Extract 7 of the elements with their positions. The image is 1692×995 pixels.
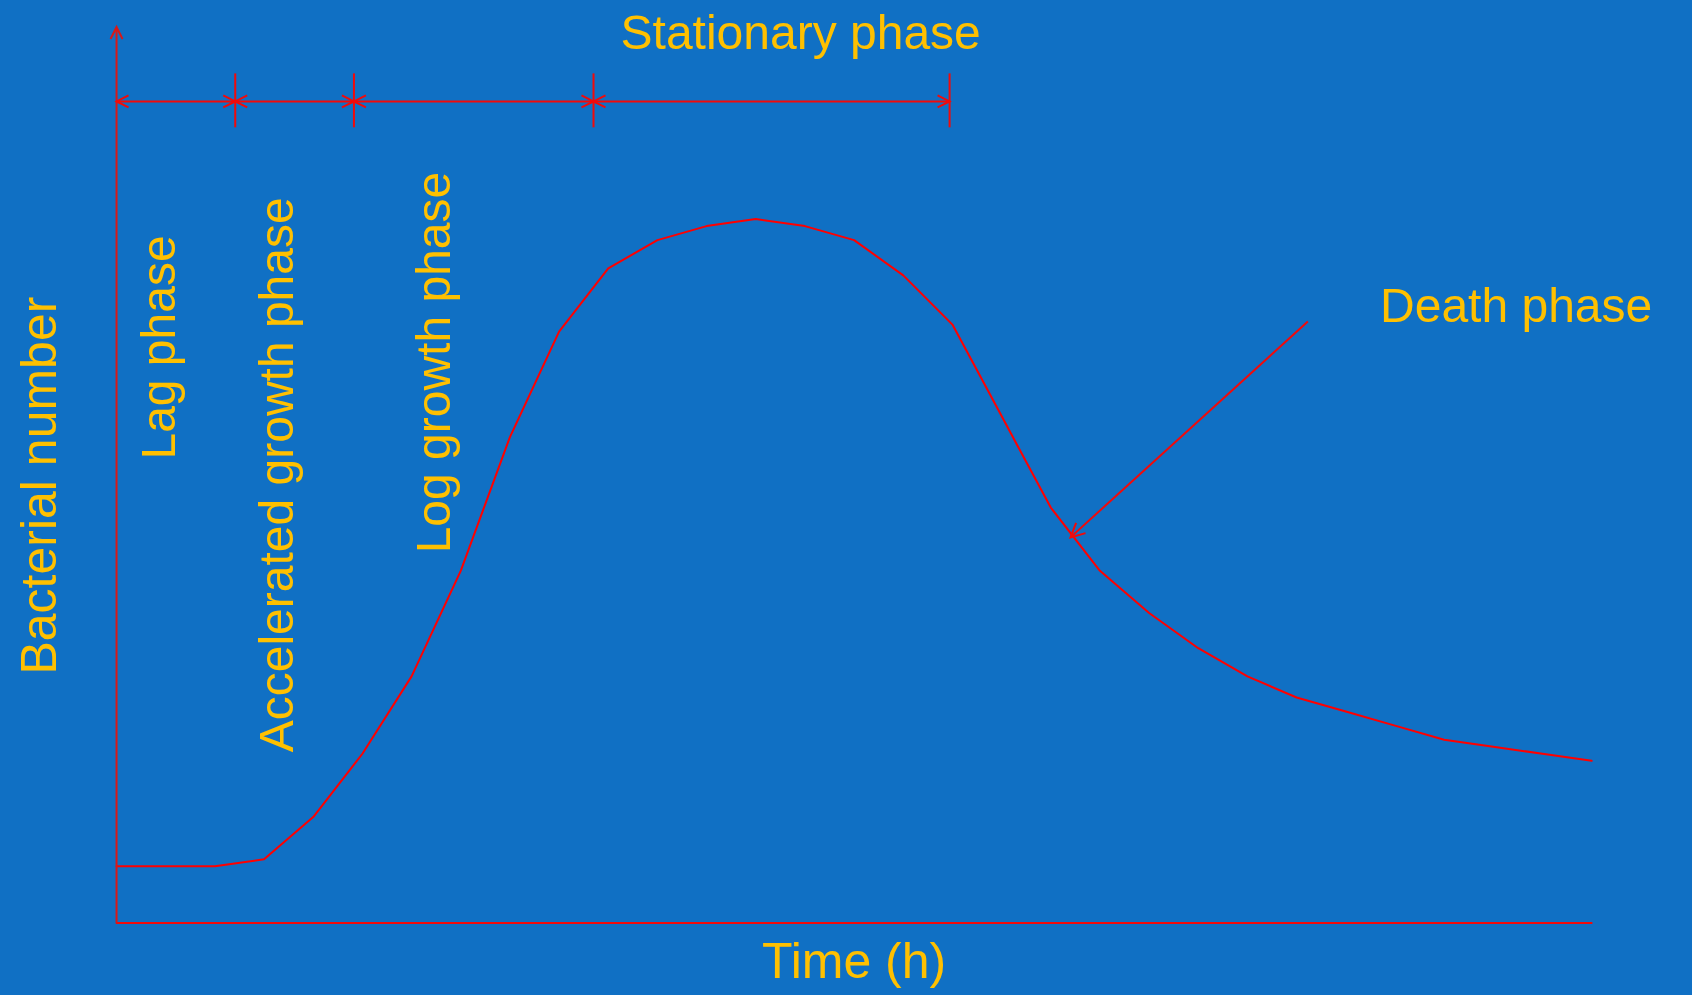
y-axis-title: Bacterial number (10, 296, 67, 675)
text: Stationary phase (620, 5, 981, 59)
annotation: Accelerated growth phase (249, 197, 303, 753)
annotation: Lag phase (132, 235, 186, 460)
x-axis-title: Time (h) (761, 932, 947, 989)
annotation: Death phase (1380, 278, 1653, 332)
annotation: Log growth phase (407, 171, 461, 554)
